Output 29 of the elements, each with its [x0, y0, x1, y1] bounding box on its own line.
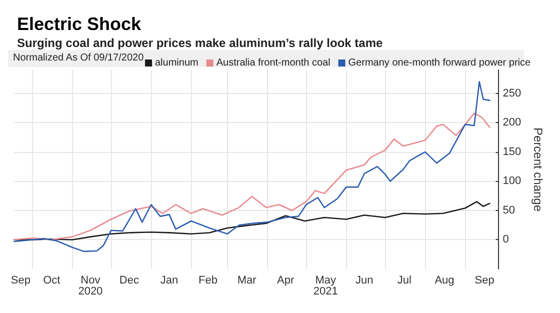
y-tick-label: 50	[502, 204, 515, 216]
x-tick-label: Jan	[160, 274, 178, 286]
x-tick-label: Apr	[276, 274, 294, 286]
x-tick-label: Mar	[237, 274, 257, 286]
chart-title: Electric Shock	[17, 14, 142, 34]
chart-subtitle: Surging coal and power prices make aluminum’s rally look tame	[17, 36, 383, 50]
x-tick-label: Sep	[10, 274, 30, 286]
line-series	[14, 201, 490, 240]
x-tick-label: Feb	[198, 274, 218, 286]
legend-label: Australia front-month coal	[216, 58, 330, 68]
x-tick-label: Jun	[355, 274, 374, 286]
legend-label: Germany one-month forward power price	[348, 58, 532, 68]
x-tick-label: Nov 2020	[78, 274, 103, 298]
x-tick-label: Dec	[119, 274, 140, 286]
x-tick-label: Jul	[397, 274, 412, 286]
y-tick-label: 250	[502, 87, 522, 100]
line-series	[14, 112, 490, 240]
legend-title: Normalized As Of 09/17/2020	[13, 52, 144, 64]
y-tick-label: 0	[502, 234, 509, 246]
y-tick-label: 150	[502, 146, 522, 158]
line-series	[14, 81, 490, 252]
x-tick-label: Aug	[434, 274, 454, 286]
y-axis-title: Percent change	[531, 127, 545, 212]
y-tick-label: 100	[502, 175, 522, 188]
x-tick-label: Oct	[43, 274, 60, 286]
x-tick-label: May 2021	[313, 274, 338, 298]
y-tick-label: 200	[502, 116, 522, 129]
x-tick-label: Sep	[474, 274, 494, 286]
legend-label: aluminum	[155, 58, 198, 68]
